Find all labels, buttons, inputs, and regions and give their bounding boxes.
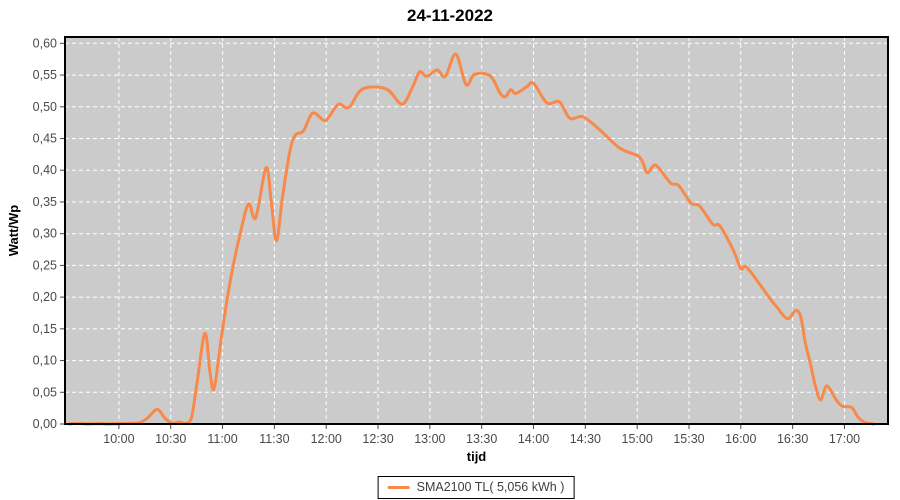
y-tick-label: 0,10	[33, 354, 57, 368]
y-axis-title: Watt/Wp	[6, 205, 21, 257]
y-tick-label: 0,20	[33, 290, 57, 304]
y-tick-label: 0,40	[33, 163, 57, 177]
x-tick-label: 16:00	[725, 432, 756, 446]
x-tick-label: 10:00	[103, 432, 134, 446]
x-tick-label: 14:30	[570, 432, 601, 446]
plot-background	[65, 37, 888, 424]
y-tick-label: 0,15	[33, 322, 57, 336]
plot-border	[64, 36, 889, 425]
x-tick-label: 12:30	[362, 432, 393, 446]
chart-title: 24-11-2022	[406, 6, 494, 25]
y-tick-label: 0,25	[33, 258, 57, 272]
x-tick-label: 12:00	[311, 432, 342, 446]
y-tick-label: 0,50	[33, 100, 57, 114]
x-tick-label: 14:00	[518, 432, 549, 446]
y-tick-label: 0,05	[33, 385, 57, 399]
x-tick-label: 17:00	[829, 432, 860, 446]
y-tick-label: 0,60	[33, 36, 57, 50]
y-tick-label: 0,00	[33, 417, 57, 431]
x-axis-title: tijd	[467, 449, 487, 464]
y-tick-label: 0,35	[33, 195, 57, 209]
y-tick-label: 0,45	[33, 132, 57, 146]
x-tick-label: 10:30	[155, 432, 186, 446]
chart-canvas: 10:00 10:30 11:00 11:30 12:00 12:30 13:00 13:30…	[6, 36, 889, 464]
x-tick-label: 13:30	[466, 432, 497, 446]
x-tick-label: 15:00	[622, 432, 653, 446]
legend-line-swatch	[387, 485, 410, 489]
x-tick-label: 11:30	[259, 432, 289, 446]
x-tick-label: 16:30	[777, 432, 808, 446]
x-tick-label: 11:00	[207, 432, 237, 446]
legend: SMA2100 TL( 5,056 kWh )	[377, 476, 575, 499]
x-tick-label: 13:00	[414, 432, 445, 446]
y-tick-label: 0,55	[33, 68, 57, 82]
y-tick-label: 0,30	[33, 227, 57, 241]
x-tick-label: 15:30	[673, 432, 704, 446]
legend-label: SMA2100 TL( 5,056 kWh )	[416, 480, 565, 494]
series-line	[67, 52, 875, 426]
